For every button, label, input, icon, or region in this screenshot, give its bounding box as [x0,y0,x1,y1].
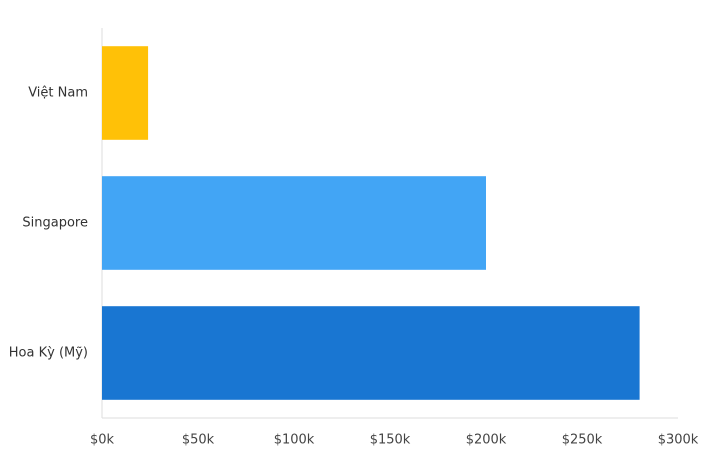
x-tick-label: $100k [274,433,315,448]
x-tick-label: $300k [658,433,699,448]
y-tick-label: Hoa Kỳ (Mỹ) [9,346,88,361]
x-tick-label: $200k [466,433,507,448]
y-tick-label: Việt Nam [28,86,88,101]
x-tick-label: $250k [562,433,603,448]
x-tick-label: $0k [90,433,115,448]
x-tick-label: $50k [182,433,215,448]
bar [102,176,486,270]
bar [102,306,640,400]
bar [102,46,149,140]
y-tick-label: Singapore [22,216,88,231]
x-tick-label: $150k [370,433,411,448]
